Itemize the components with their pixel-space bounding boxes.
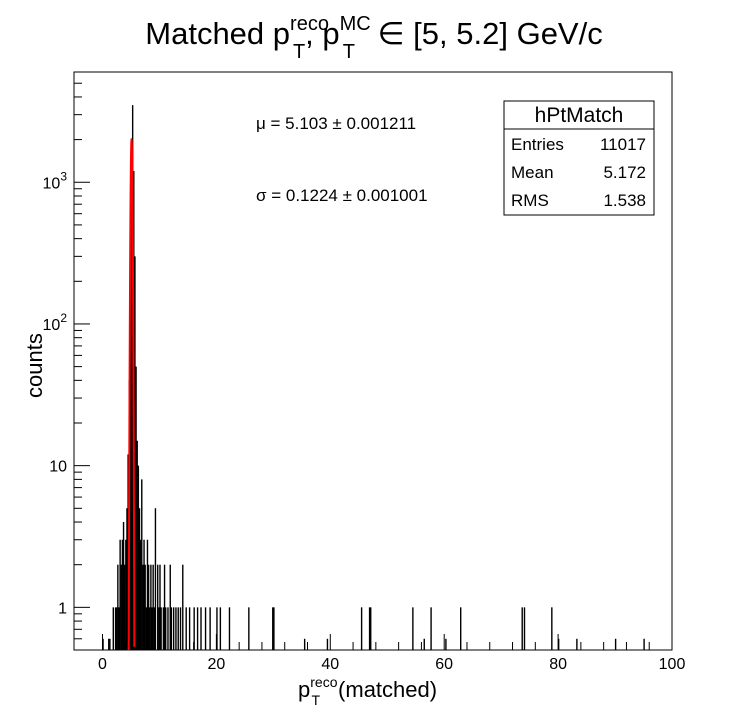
plot-area: 0 20 40 60 80 100 1 10 102 103 xyxy=(43,71,686,673)
x-tick-label: 20 xyxy=(207,656,225,673)
stats-box: hPtMatch Entries 11017 Mean 5.172 RMS 1.… xyxy=(503,100,655,216)
x-tick-label: 80 xyxy=(549,656,567,673)
y-tick-label: 103 xyxy=(43,169,68,192)
x-axis-label: preco T (matched) xyxy=(298,674,437,708)
stats-rms-value: 1.538 xyxy=(603,191,646,210)
fit-mu-annotation: μ = 5.103 ± 0.001211 xyxy=(256,114,416,133)
stats-box-title: hPtMatch xyxy=(535,104,624,127)
stats-entries-value: 11017 xyxy=(600,135,646,154)
stats-rms-label: RMS xyxy=(511,191,549,210)
x-tick-label: 100 xyxy=(659,656,686,673)
stats-mean-value: 5.172 xyxy=(603,163,646,182)
gaussian-fit-curve xyxy=(127,137,136,651)
chart-title: Matched preco T, pMC T ∈ [5, 5.2] GeV/c xyxy=(145,13,602,63)
x-tick-label: 0 xyxy=(98,656,107,673)
y-tick-label: 102 xyxy=(43,311,68,334)
x-tick-label: 40 xyxy=(321,656,339,673)
y-tick-label: 1 xyxy=(58,600,67,617)
plot-frame xyxy=(73,71,673,651)
stats-entries-label: Entries xyxy=(511,135,564,154)
stats-box-frame xyxy=(503,100,655,216)
fit-sigma-annotation: σ = 0.1224 ± 0.001001 xyxy=(256,186,428,205)
y-axis: 1 10 102 103 xyxy=(43,71,90,651)
x-tick-label: 60 xyxy=(435,656,453,673)
stats-mean-label: Mean xyxy=(511,163,554,182)
y-axis-label: counts xyxy=(22,333,47,398)
y-tick-label: 10 xyxy=(49,459,67,476)
